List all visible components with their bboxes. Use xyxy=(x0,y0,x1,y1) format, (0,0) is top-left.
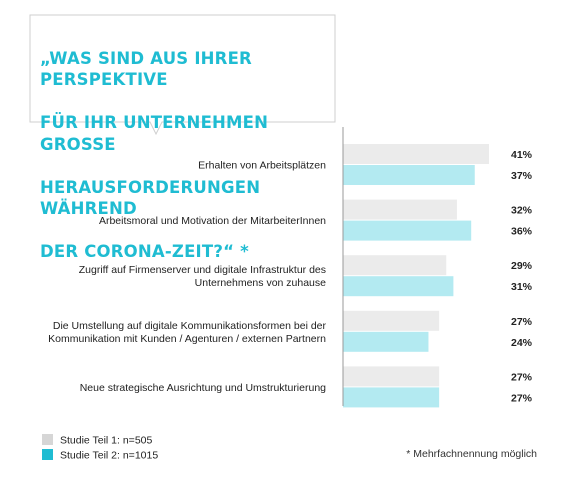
title-line: HERAUSFORDERUNGEN WÄHREND xyxy=(40,177,261,219)
bar-teil1 xyxy=(343,255,447,276)
data-label: 29% xyxy=(511,260,533,272)
title-line: FÜR IHR UNTERNEHMEN GROSSE xyxy=(40,113,269,154)
legend: Studie Teil 1: n=505 Studie Teil 2: n=101… xyxy=(42,434,158,462)
legend-label: Studie Teil 1: n=505 xyxy=(60,435,152,447)
category-label: Erhalten von Arbeitsplätzen xyxy=(198,160,326,172)
data-label: 27% xyxy=(511,316,533,328)
data-label: 27% xyxy=(511,371,533,383)
bar-teil2 xyxy=(343,165,475,185)
footnote: * Mehrfachnennung möglich xyxy=(406,448,537,460)
data-label: 27% xyxy=(511,392,533,404)
chart-title: „WAS SIND AUS IHRER PERSPEKTIVE FÜR IHR … xyxy=(40,26,330,284)
legend-swatch xyxy=(42,434,53,445)
bar-teil2 xyxy=(343,220,472,241)
bar-teil1 xyxy=(343,199,457,220)
bar-teil2 xyxy=(343,331,429,352)
category-label: Die Umstellung auf digitale Kommunikatio… xyxy=(53,320,327,332)
category-label: Zugriff auf Firmenserver und digitale In… xyxy=(79,264,326,276)
bars-layer xyxy=(343,144,489,408)
bar-teil2 xyxy=(343,276,454,297)
category-label: Arbeitsmoral und Motivation der Mitarbei… xyxy=(99,215,326,227)
data-label: 31% xyxy=(511,281,533,293)
data-label: 24% xyxy=(511,337,533,349)
legend-label: Studie Teil 2: n=1015 xyxy=(60,450,158,462)
bar-teil2 xyxy=(343,387,440,408)
data-label: 37% xyxy=(511,170,533,182)
category-label: Kommunikation mit Kunden / Agenturen / e… xyxy=(48,333,326,345)
category-label: Unternehmens von zuhause xyxy=(195,277,326,289)
legend-swatch xyxy=(42,449,53,460)
title-line: „WAS SIND AUS IHRER PERSPEKTIVE xyxy=(40,48,252,90)
data-label: 41% xyxy=(511,149,533,161)
bar-teil1 xyxy=(343,144,489,164)
data-label: 32% xyxy=(511,205,533,217)
speech-bubble xyxy=(29,14,336,136)
bar-teil1 xyxy=(343,366,440,387)
data-label: 36% xyxy=(511,226,533,238)
title-line: DER CORONA-ZEIT?“ * xyxy=(40,242,249,261)
labels-layer: 41% 37% Erhalten von Arbeitsplätzen 32% 36% A… xyxy=(48,149,533,404)
bar-teil1 xyxy=(343,310,440,331)
category-label: Neue strategische Ausrichtung und Umstru… xyxy=(80,382,326,394)
